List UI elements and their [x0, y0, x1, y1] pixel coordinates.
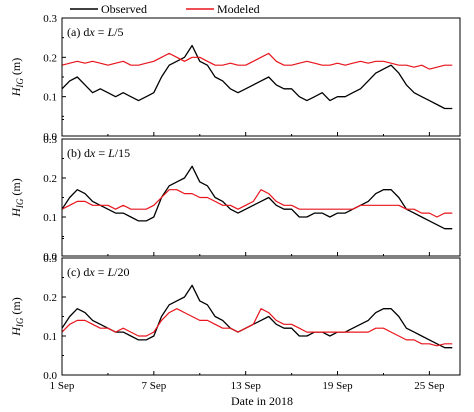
- legend: Observed Modeled: [70, 2, 260, 16]
- y-tick-label: 0.0: [43, 370, 57, 382]
- panel-label: (a) dx = L/5: [67, 25, 123, 39]
- x-axis-title: Date in 2018: [231, 394, 293, 408]
- panel-a: 0.0 0.1 0.2 0.3 (a) dx = L/5 HIG (m): [9, 13, 461, 143]
- panel-c: 0.0 0.1 0.2 0.3 1 Sep 7 Sep 13 Sep 19 Sep 25 Sep…: [9, 238, 461, 392]
- y-tick-label: 0.1: [43, 212, 57, 224]
- x-tick-label: 7 Sep: [141, 380, 166, 392]
- x-tick-label: 25 Sep: [414, 380, 445, 392]
- series-modeled: [61, 52, 453, 70]
- y-tick-label: 0.0: [43, 251, 57, 263]
- series-modeled: [61, 308, 453, 347]
- x-tick-label: 1 Sep: [50, 380, 75, 392]
- panel-label: (c) dx = L/20: [67, 265, 129, 279]
- panel-label: (b) dx = L/15: [67, 146, 130, 160]
- y-axis-title: HIG (m): [9, 178, 25, 218]
- y-axis-title: HIG (m): [9, 58, 25, 98]
- series-observed: [61, 284, 453, 349]
- series-observed: [61, 44, 453, 110]
- y-tick-label: 0.2: [43, 52, 57, 64]
- series-modeled: [61, 189, 453, 218]
- y-tick-label: 0.0: [43, 131, 57, 143]
- y-tick-label: 0.3: [43, 13, 57, 25]
- y-axis-title: HIG (m): [9, 297, 25, 337]
- panel-b: 0.0 0.1 0.2 0.3 (b) dx = L/15 HIG (m): [9, 119, 461, 263]
- y-tick-label: 0.3: [43, 134, 57, 146]
- x-tick-label: 19 Sep: [322, 380, 353, 392]
- legend-modeled-label: Modeled: [217, 2, 260, 16]
- x-tick-label: 13 Sep: [231, 380, 262, 392]
- y-tick-label: 0.1: [43, 92, 57, 104]
- legend-observed-label: Observed: [101, 2, 147, 16]
- y-tick-label: 0.2: [43, 173, 57, 185]
- series-observed: [61, 165, 453, 230]
- y-tick-label: 0.1: [43, 331, 57, 343]
- y-tick-label: 0.3: [43, 253, 57, 265]
- y-tick-label: 0.2: [43, 292, 57, 304]
